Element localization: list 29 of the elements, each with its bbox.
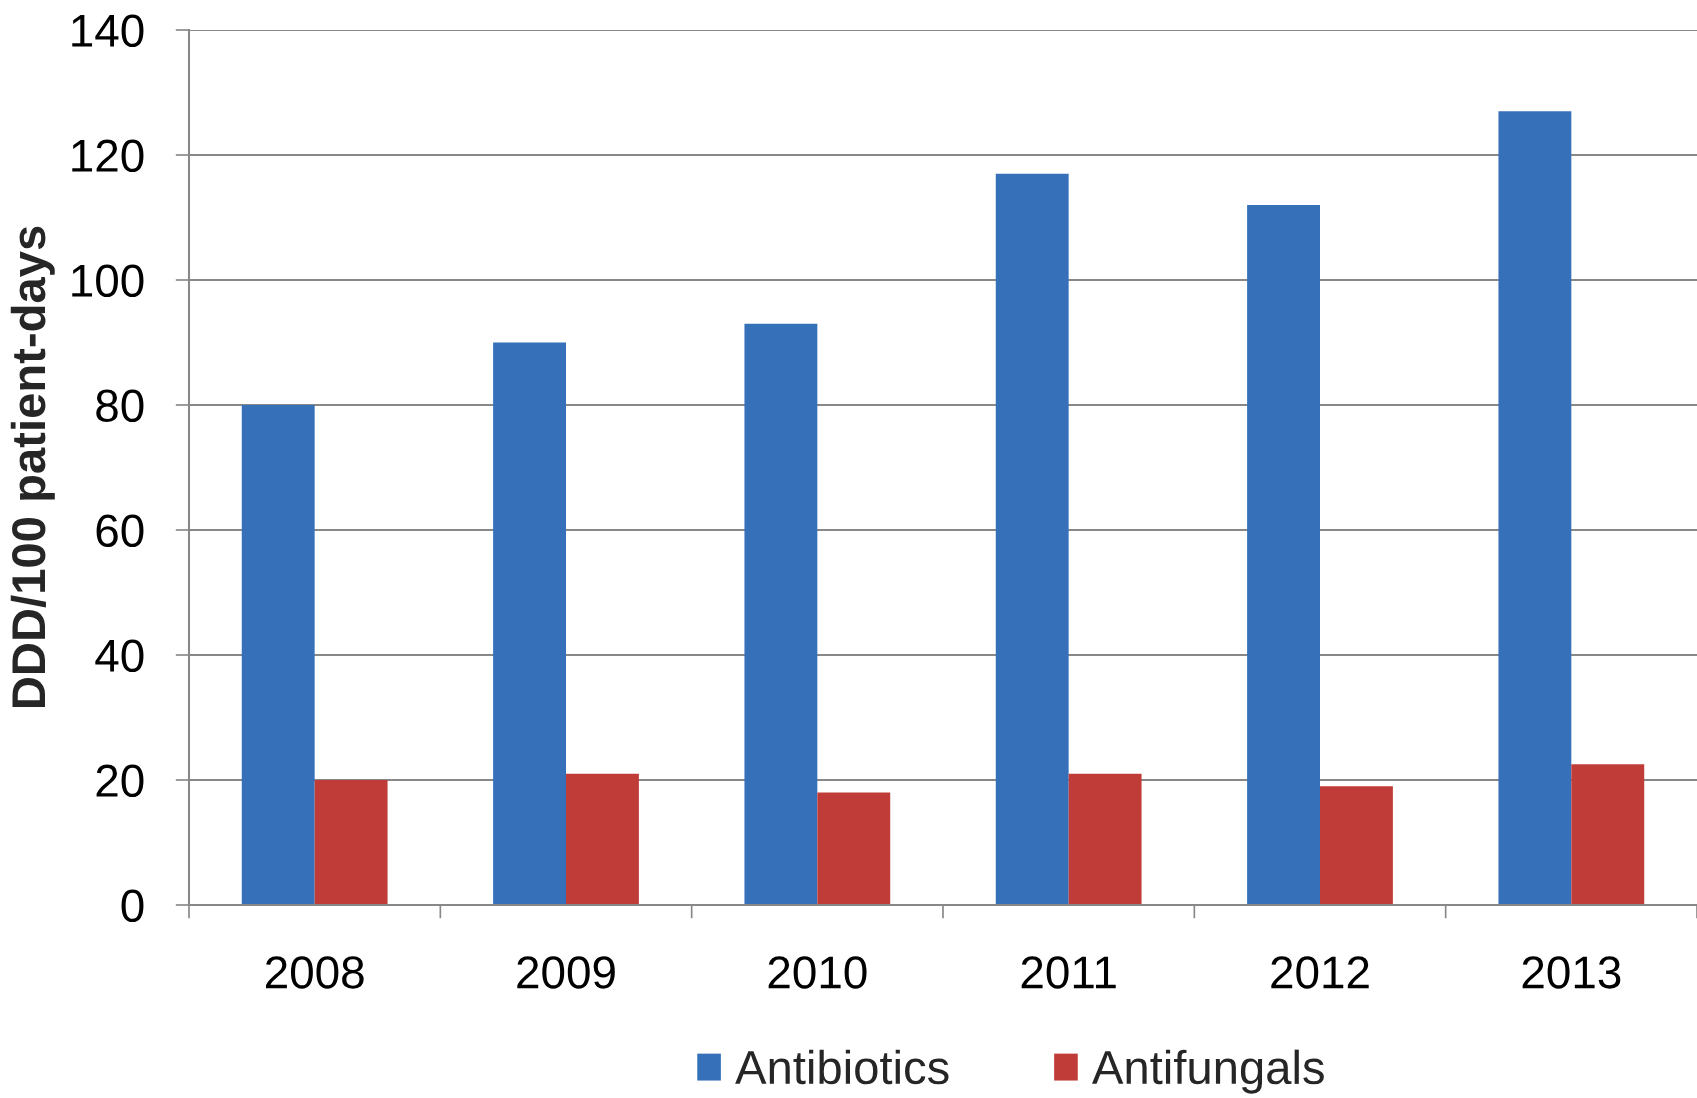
y-tick-label: 0 xyxy=(121,889,144,923)
y-tick-label: 80 xyxy=(96,389,144,423)
y-tick-label: 140 xyxy=(72,14,144,48)
y-tick-label: 100 xyxy=(72,264,144,298)
x-tick-label: 2013 xyxy=(1522,956,1621,989)
bar xyxy=(1320,786,1393,905)
bar xyxy=(493,342,566,905)
y-tick-label: 120 xyxy=(72,139,144,173)
bar xyxy=(1498,111,1572,905)
y-axis-title: DDD/100 patient-days xyxy=(10,226,55,708)
bar xyxy=(744,323,818,905)
y-tick-label: 20 xyxy=(96,764,144,798)
x-tick-label: 2011 xyxy=(1021,956,1116,989)
bar xyxy=(1247,205,1320,905)
bar xyxy=(817,792,891,905)
bar xyxy=(241,405,315,905)
bar xyxy=(1068,773,1142,905)
x-tick-label: 2010 xyxy=(768,956,867,989)
x-tick-label: 2012 xyxy=(1271,956,1369,989)
bar xyxy=(995,173,1069,905)
x-tick-label: 2008 xyxy=(266,956,364,989)
bar xyxy=(1571,764,1645,905)
legend-label: Antibiotics xyxy=(735,1049,949,1085)
bar xyxy=(566,773,639,905)
y-tick-label: 60 xyxy=(96,514,144,548)
bar xyxy=(314,780,388,905)
legend-label: Antifungals xyxy=(1092,1049,1324,1094)
x-tick-label: 2009 xyxy=(517,956,615,989)
y-tick-label: 40 xyxy=(95,639,144,673)
